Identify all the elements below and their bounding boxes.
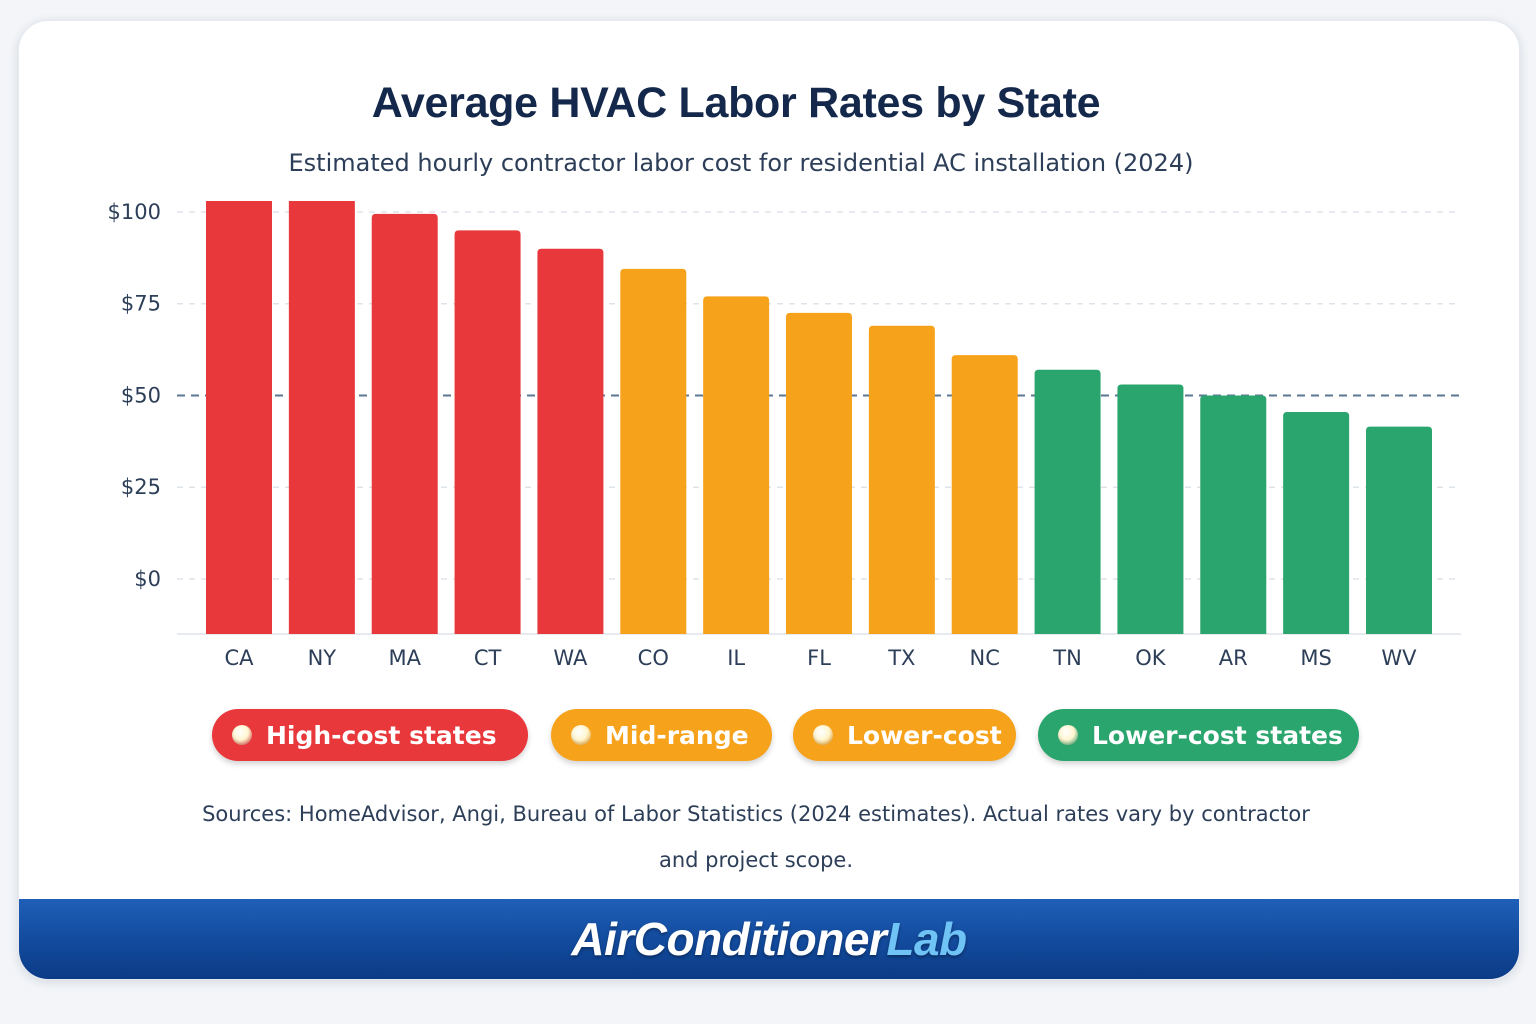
- bar: [868, 325, 935, 634]
- bar: [951, 355, 1018, 634]
- legend-dot-icon: [1058, 725, 1078, 745]
- brand-name-part-2: Lab: [886, 913, 967, 965]
- legend-label: High-cost states: [266, 720, 497, 750]
- legend-label: Lower-cost: [847, 720, 1002, 750]
- bar: [288, 201, 355, 634]
- x-tick-label: NY: [308, 646, 337, 670]
- bar: [1034, 369, 1101, 634]
- bar: [703, 296, 770, 634]
- x-tick-label: WV: [1381, 646, 1417, 670]
- legend-label: Mid-range: [605, 720, 749, 750]
- chart-subtitle: Estimated hourly contractor labor cost f…: [288, 149, 1194, 177]
- bar: [454, 230, 521, 634]
- x-tick-label: IL: [727, 646, 745, 670]
- source-note: Sources: HomeAdvisor, Angi, Bureau of La…: [189, 791, 1323, 883]
- bar: [1117, 384, 1184, 634]
- x-tick-label: MS: [1300, 646, 1331, 670]
- y-tick-label: $25: [121, 475, 161, 499]
- x-tick-label: TN: [1052, 646, 1082, 670]
- bar: [1283, 411, 1350, 634]
- bar: [371, 213, 438, 634]
- legend-dot-icon: [813, 725, 833, 745]
- y-tick-label: $100: [108, 201, 161, 224]
- legend-item-mid-range: Mid-range: [551, 709, 772, 761]
- legend-item-lower-cost: Lower-cost: [793, 709, 1016, 761]
- x-tick-label: CO: [638, 646, 669, 670]
- bar: [786, 312, 852, 634]
- bar: [1366, 426, 1432, 634]
- legend-dot-icon: [571, 725, 591, 745]
- bar: [206, 201, 272, 634]
- y-tick-label: $0: [134, 567, 161, 591]
- legend-dot-icon: [232, 725, 252, 745]
- brand-name-part-1: AirConditioner: [571, 913, 887, 965]
- x-tick-label: CA: [224, 646, 254, 670]
- legend-item-lower-cost-states: Lower-cost states: [1038, 709, 1359, 761]
- y-tick-label: $75: [121, 292, 161, 316]
- x-tick-label: CT: [474, 646, 502, 670]
- x-tick-label: MA: [388, 646, 421, 670]
- x-tick-label: NC: [970, 646, 1000, 670]
- source-note-line-1: Sources: HomeAdvisor, Angi, Bureau of La…: [202, 802, 1310, 826]
- x-tick-label: TX: [887, 646, 915, 670]
- legend-item-high-cost: High-cost states: [212, 709, 528, 761]
- legend-label: Lower-cost states: [1092, 720, 1343, 750]
- bar: [620, 268, 687, 634]
- source-note-line-2: and project scope.: [658, 848, 853, 872]
- x-tick-label: FL: [807, 646, 831, 670]
- x-tick-label: OK: [1135, 646, 1167, 670]
- brand-footer: AirConditionerLab: [19, 899, 1519, 979]
- chart-card: Average HVAC Labor Rates by State Estima…: [18, 20, 1520, 980]
- bar-chart: $100 $75 $50 $25 $0 CA NY MA CT WA CO IL FL TX NC TN OK A…: [108, 201, 1461, 670]
- brand-logo: AirConditionerLab: [571, 912, 967, 966]
- bar: [537, 248, 604, 634]
- x-tick-label: WA: [553, 646, 588, 670]
- x-tick-label: AR: [1219, 646, 1248, 670]
- chart-title: Average HVAC Labor Rates by State: [371, 79, 1101, 127]
- y-tick-label: $50: [121, 383, 161, 407]
- bar: [1200, 395, 1267, 634]
